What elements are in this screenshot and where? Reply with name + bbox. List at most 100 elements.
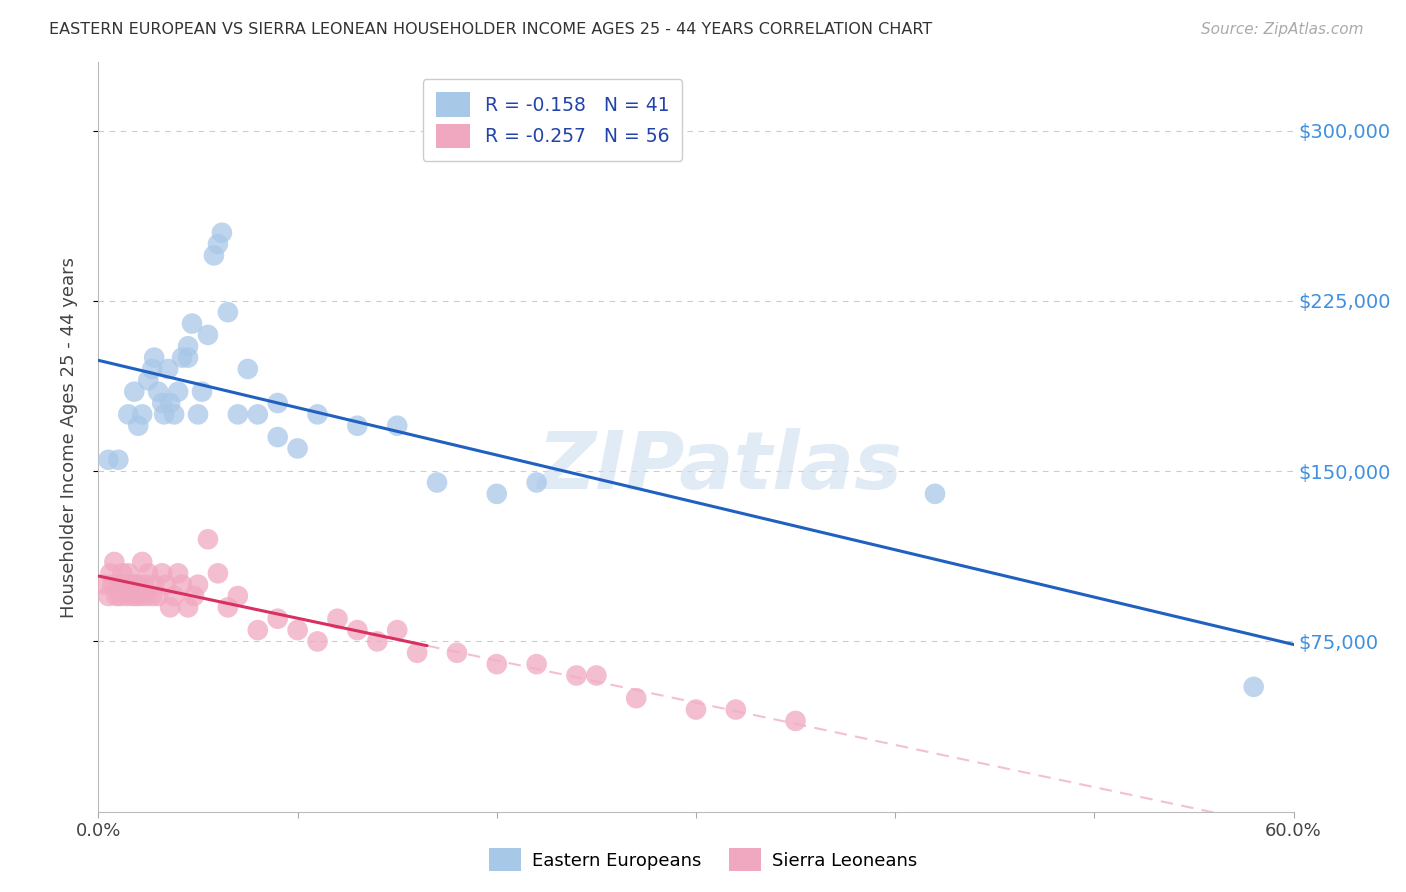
Point bbox=[167, 384, 190, 399]
Point bbox=[136, 566, 159, 581]
Point bbox=[785, 714, 807, 728]
Point bbox=[141, 362, 163, 376]
Point bbox=[163, 589, 186, 603]
Point bbox=[197, 533, 219, 547]
Point bbox=[148, 384, 170, 399]
Point bbox=[385, 418, 409, 433]
Point bbox=[177, 339, 200, 353]
Point bbox=[217, 305, 239, 319]
Legend: R = -0.158   N = 41, R = -0.257   N = 56: R = -0.158 N = 41, R = -0.257 N = 56 bbox=[423, 79, 682, 161]
Point bbox=[685, 702, 707, 716]
Point bbox=[267, 612, 290, 626]
Point bbox=[117, 566, 139, 581]
Point bbox=[217, 600, 239, 615]
Y-axis label: Householder Income Ages 25 - 44 years: Householder Income Ages 25 - 44 years bbox=[59, 257, 77, 617]
Point bbox=[626, 691, 648, 706]
Point bbox=[124, 577, 146, 591]
Point bbox=[246, 408, 269, 422]
Point bbox=[565, 668, 588, 682]
Point bbox=[226, 589, 249, 603]
Point bbox=[124, 384, 146, 399]
Point bbox=[97, 589, 120, 603]
Point bbox=[107, 577, 129, 591]
Point bbox=[103, 555, 125, 569]
Point bbox=[155, 577, 177, 591]
Point bbox=[183, 589, 205, 603]
Point bbox=[148, 589, 170, 603]
Point bbox=[107, 452, 129, 467]
Point bbox=[141, 589, 163, 603]
Point bbox=[143, 351, 166, 365]
Point bbox=[134, 577, 156, 591]
Point bbox=[187, 408, 209, 422]
Point bbox=[207, 237, 229, 252]
Point bbox=[163, 408, 186, 422]
Point bbox=[526, 475, 548, 490]
Point bbox=[143, 577, 166, 591]
Point bbox=[406, 646, 429, 660]
Point bbox=[287, 442, 309, 456]
Point bbox=[485, 487, 508, 501]
Point bbox=[346, 623, 368, 637]
Legend: Eastern Europeans, Sierra Leoneans: Eastern Europeans, Sierra Leoneans bbox=[482, 841, 924, 879]
Point bbox=[111, 566, 134, 581]
Point bbox=[157, 362, 180, 376]
Point bbox=[197, 327, 219, 342]
Point bbox=[112, 577, 135, 591]
Point bbox=[385, 623, 409, 637]
Point bbox=[120, 577, 142, 591]
Point bbox=[131, 408, 153, 422]
Point bbox=[93, 577, 115, 591]
Point bbox=[267, 396, 290, 410]
Point bbox=[125, 589, 148, 603]
Point bbox=[97, 452, 120, 467]
Point bbox=[167, 566, 190, 581]
Point bbox=[724, 702, 747, 716]
Point bbox=[105, 589, 128, 603]
Point bbox=[177, 351, 200, 365]
Point bbox=[150, 566, 173, 581]
Point bbox=[246, 623, 269, 637]
Point bbox=[346, 418, 368, 433]
Point bbox=[172, 577, 194, 591]
Point bbox=[211, 226, 233, 240]
Point bbox=[207, 566, 229, 581]
Point bbox=[307, 408, 329, 422]
Point bbox=[177, 600, 200, 615]
Point bbox=[585, 668, 607, 682]
Point bbox=[446, 646, 468, 660]
Point bbox=[526, 657, 548, 672]
Point bbox=[485, 657, 508, 672]
Point bbox=[426, 475, 449, 490]
Point bbox=[924, 487, 946, 501]
Point bbox=[129, 589, 152, 603]
Point bbox=[110, 589, 132, 603]
Text: EASTERN EUROPEAN VS SIERRA LEONEAN HOUSEHOLDER INCOME AGES 25 - 44 YEARS CORRELA: EASTERN EUROPEAN VS SIERRA LEONEAN HOUSE… bbox=[49, 22, 932, 37]
Point bbox=[326, 612, 349, 626]
Point bbox=[236, 362, 259, 376]
Point bbox=[150, 396, 173, 410]
Point bbox=[202, 248, 225, 262]
Point bbox=[153, 408, 176, 422]
Point bbox=[115, 589, 138, 603]
Point bbox=[181, 317, 204, 331]
Point bbox=[191, 384, 214, 399]
Point bbox=[136, 373, 159, 387]
Point bbox=[131, 555, 153, 569]
Point bbox=[159, 396, 181, 410]
Point bbox=[287, 623, 309, 637]
Point bbox=[187, 577, 209, 591]
Point bbox=[159, 600, 181, 615]
Point bbox=[366, 634, 388, 648]
Point bbox=[117, 408, 139, 422]
Point bbox=[98, 566, 122, 581]
Point bbox=[1243, 680, 1265, 694]
Point bbox=[101, 577, 124, 591]
Text: ZIPatlas: ZIPatlas bbox=[537, 428, 903, 506]
Point bbox=[127, 418, 149, 433]
Point bbox=[135, 589, 157, 603]
Point bbox=[307, 634, 329, 648]
Point bbox=[127, 577, 149, 591]
Point bbox=[226, 408, 249, 422]
Point bbox=[172, 351, 194, 365]
